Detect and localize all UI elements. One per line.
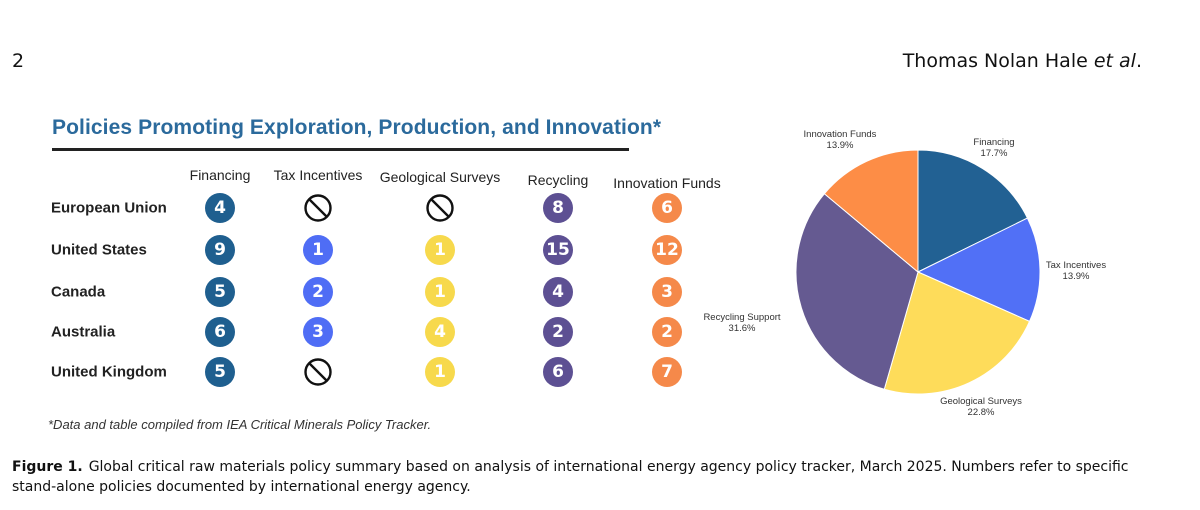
column-header-tax-incentives: Tax Incentives xyxy=(273,167,363,183)
caption-label: Figure 1. xyxy=(12,459,83,475)
pie-slice-financing xyxy=(917,149,1029,273)
pie-slice-recycling-support xyxy=(795,193,919,390)
value-badge-canada-financing: 5 xyxy=(205,277,235,307)
pie-slice-tax-incentives xyxy=(916,217,1041,323)
pie-slice-innovation-funds xyxy=(823,149,919,274)
value-badge-united-kingdom-innovation-funds: 7 xyxy=(652,357,682,387)
prohibited-icon xyxy=(425,193,455,223)
column-header-geological-surveys: Geological Surveys xyxy=(379,169,501,185)
value-badge-united-kingdom-geological-surveys: 1 xyxy=(425,357,455,387)
value-badge-australia-innovation-funds: 2 xyxy=(652,317,682,347)
value-badge-australia-geological-surveys: 4 xyxy=(425,317,455,347)
row-label-australia: Australia xyxy=(51,323,116,341)
pie-percent-recycling-support: 31.6% xyxy=(729,323,756,334)
column-header-innovation-funds: Innovation Funds xyxy=(613,175,721,191)
value-badge-canada-geological-surveys: 1 xyxy=(425,277,455,307)
pie-label-tax-incentives: Tax Incentives xyxy=(1046,260,1106,271)
column-header-financing: Financing xyxy=(189,167,251,183)
pie-label-recycling-support: Recycling Support xyxy=(703,312,780,323)
value-badge-united-kingdom-financing: 5 xyxy=(205,357,235,387)
row-label-european-union: European Union xyxy=(51,199,167,217)
pie-percent-tax-incentives: 13.9% xyxy=(1063,271,1090,282)
figure-footnote: *Data and table compiled from IEA Critic… xyxy=(48,417,432,432)
value-badge-european-union-innovation-funds: 6 xyxy=(652,193,682,223)
title-rule xyxy=(52,148,629,151)
value-badge-australia-financing: 6 xyxy=(205,317,235,347)
value-badge-united-states-geological-surveys: 1 xyxy=(425,235,455,265)
column-header-recycling: Recycling xyxy=(527,172,589,188)
figure-caption: Figure 1. Global critical raw materials p… xyxy=(12,457,1162,497)
page-number: 2 xyxy=(12,50,25,72)
pie-percent-financing: 17.7% xyxy=(981,148,1008,159)
prohibited-icon xyxy=(303,357,333,387)
pie-percent-geological-surveys: 22.8% xyxy=(968,407,995,418)
pie-slice-geological-surveys xyxy=(883,271,1031,395)
value-badge-united-states-financing: 9 xyxy=(205,235,235,265)
row-label-united-kingdom: United Kingdom xyxy=(51,363,167,381)
pie-label-financing: Financing xyxy=(973,137,1014,148)
value-badge-united-states-tax-incentives: 1 xyxy=(303,235,333,265)
prohibited-icon xyxy=(303,193,333,223)
value-badge-european-union-financing: 4 xyxy=(205,193,235,223)
value-badge-australia-recycling: 2 xyxy=(543,317,573,347)
author-line: Thomas Nolan Hale et al. xyxy=(902,50,1142,72)
caption-text: Global critical raw materials policy sum… xyxy=(12,459,1129,495)
row-label-canada: Canada xyxy=(51,283,106,301)
figure-title: Policies Promoting Exploration, Producti… xyxy=(52,116,662,139)
value-badge-canada-recycling: 4 xyxy=(543,277,573,307)
value-badge-united-kingdom-recycling: 6 xyxy=(543,357,573,387)
pie-percent-innovation-funds: 13.9% xyxy=(827,140,854,151)
value-badge-european-union-recycling: 8 xyxy=(543,193,573,223)
author-names: Thomas Nolan Hale xyxy=(902,50,1088,72)
et-al: et al xyxy=(1093,50,1136,72)
pie-label-innovation-funds: Innovation Funds xyxy=(804,129,877,140)
value-badge-canada-tax-incentives: 2 xyxy=(303,277,333,307)
value-badge-australia-tax-incentives: 3 xyxy=(303,317,333,347)
page-header: 2 Thomas Nolan Hale et al. xyxy=(0,0,1200,90)
value-badge-united-states-recycling: 15 xyxy=(543,235,573,265)
pie-label-geological-surveys: Geological Surveys xyxy=(940,396,1022,407)
row-label-united-states: United States xyxy=(51,241,147,259)
value-badge-canada-innovation-funds: 3 xyxy=(652,277,682,307)
value-badge-united-states-innovation-funds: 12 xyxy=(652,235,682,265)
